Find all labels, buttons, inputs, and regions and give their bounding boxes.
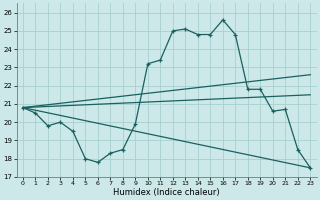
X-axis label: Humidex (Indice chaleur): Humidex (Indice chaleur) [113, 188, 220, 197]
